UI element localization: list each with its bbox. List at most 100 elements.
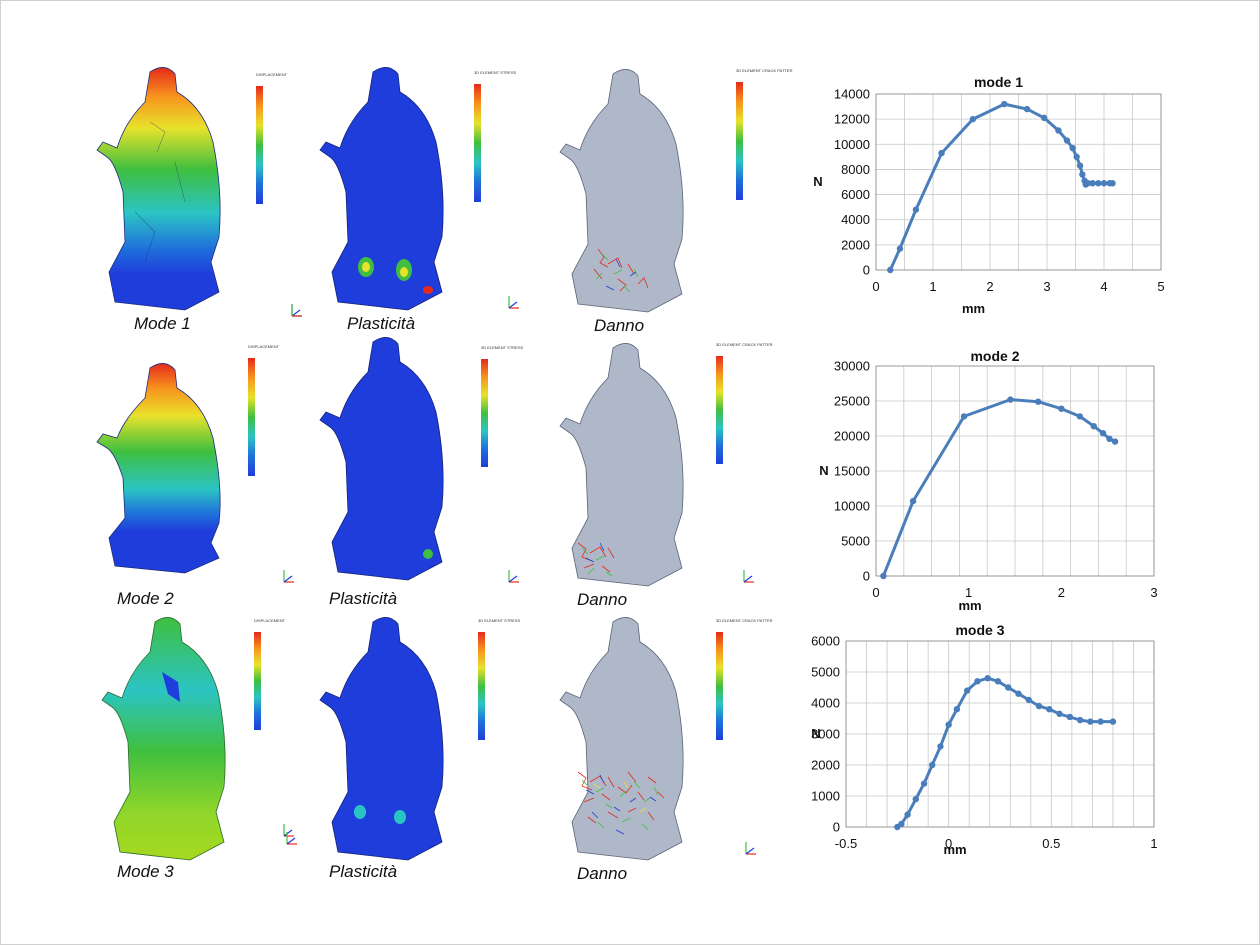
chart-title: mode 1 [974,74,1023,90]
plot-area [875,365,1155,577]
plot-area [845,640,1155,828]
data-point [1046,706,1053,713]
y-tick-label: 8000 [841,162,870,177]
data-point [1015,690,1022,697]
data-point [887,266,894,274]
data-point [963,687,971,694]
x-tick-label: 1 [929,279,936,294]
data-point [1097,718,1104,725]
statue-mode1-damage [559,69,684,313]
x-tick-label: 0 [945,836,952,851]
y-tick-label: 10000 [834,499,870,514]
data-point [1100,180,1108,187]
caption-damage-3: Danno [577,864,628,883]
data-point [909,497,917,505]
x-tick-label: 4 [1100,279,1107,294]
data-point [953,706,961,713]
legend-mode2-displacement: DISPLACEMENT [248,344,296,479]
statue-mode1-displacement [96,67,221,311]
data-point [1025,696,1032,704]
y-tick-label: 14000 [834,87,870,102]
legend-mode2-stress: 3D ELEMENT STRESS [481,345,529,470]
legend-title: 3D ELEMENT CRACK PATTER [736,68,793,73]
y-axis-label: N [813,174,822,189]
x-tick-label: 0 [872,585,879,600]
y-tick-label: 0 [833,820,840,835]
data-point [1055,127,1062,134]
y-tick-label: 2000 [811,758,840,773]
data-point [1058,405,1065,412]
data-point [896,245,904,252]
data-point [1076,413,1084,420]
data-point [1056,710,1063,718]
data-point [960,413,968,420]
statue-mode2-displacement [96,363,221,574]
x-tick-label: 1 [965,585,972,600]
x-tick-label: 2 [986,279,993,294]
data-point [880,572,887,580]
data-point [1089,180,1096,187]
data-point [1087,718,1094,725]
x-tick-label: -0.5 [835,836,857,851]
y-tick-label: 5000 [811,665,840,680]
chart-title: mode 2 [970,348,1019,364]
data-point [1040,114,1048,122]
caption-plasticity-2: Plasticità [329,589,398,608]
y-tick-label: 30000 [834,359,870,374]
legend-mode3-displacement: DISPLACEMENT [254,618,302,733]
data-point [1063,137,1071,144]
legend-title: 3D ELEMENT STRESS [478,618,521,623]
caption-mode2: Mode 2 [117,589,174,608]
data-point [1090,423,1097,430]
x-tick-label: 3 [1150,585,1157,600]
y-tick-label: 6000 [841,187,870,202]
y-tick-label: 1000 [811,789,840,804]
x-axis-label: mm [958,598,981,612]
data-point [1099,430,1107,437]
data-point [904,811,911,818]
axis-triad-icon [743,570,754,583]
data-point [1076,162,1084,169]
data-point [974,678,981,685]
y-tick-label: 3000 [811,727,840,742]
statue-mode2-damage [559,343,684,587]
chart-mode1: 0 2000 4000 6000 8000 10000 12000 14000 0 1 2 3 4 5 mo… [813,74,1164,316]
data-point [1069,144,1076,152]
caption-plasticity-1: Plasticità [347,314,416,333]
data-point [912,206,920,213]
data-point [1109,718,1117,725]
legend-mode1-crack: 3D ELEMENT CRACK PATTER [736,68,793,203]
data-point [920,780,928,787]
y-tick-label: 25000 [834,394,870,409]
y-axis-label: N [819,463,828,478]
x-axis-label: mm [943,842,966,857]
data-point [1084,180,1092,187]
legend-title: DISPLACEMENT [254,618,286,623]
x-axis-label: mm [962,301,985,316]
caption-damage-2: Danno [577,590,628,609]
statue-mode2-plasticity [319,337,444,581]
data-point [929,761,936,769]
y-axis-label: N [811,726,820,741]
chart-mode2: 0 5000 10000 15000 20000 25000 30000 0 1 2 3 mode 2… [819,348,1157,612]
data-point [1005,684,1012,691]
data-point [937,743,944,750]
series-line [896,676,1113,829]
caption-mode3: Mode 3 [117,862,174,881]
legend-title: 3D ELEMENT CRACK PATTER [716,618,773,623]
axis-triad-icon [291,304,302,317]
legend-mode1-stress: 3D ELEMENT STRESS [474,70,522,205]
axis-triad-icon [745,842,756,855]
data-point [1035,702,1043,710]
legend-title: 3D ELEMENT STRESS [474,70,517,75]
x-tick-label: 0 [872,279,879,294]
legend-title: 3D ELEMENT STRESS [481,345,524,350]
data-point [945,721,952,728]
x-tick-label: 0.5 [1042,836,1060,851]
caption-mode1: Mode 1 [134,314,191,333]
x-tick-label: 1 [1150,836,1157,851]
data-point [1111,438,1119,445]
axis-triad-icon [508,570,519,583]
data-point [1023,105,1031,113]
